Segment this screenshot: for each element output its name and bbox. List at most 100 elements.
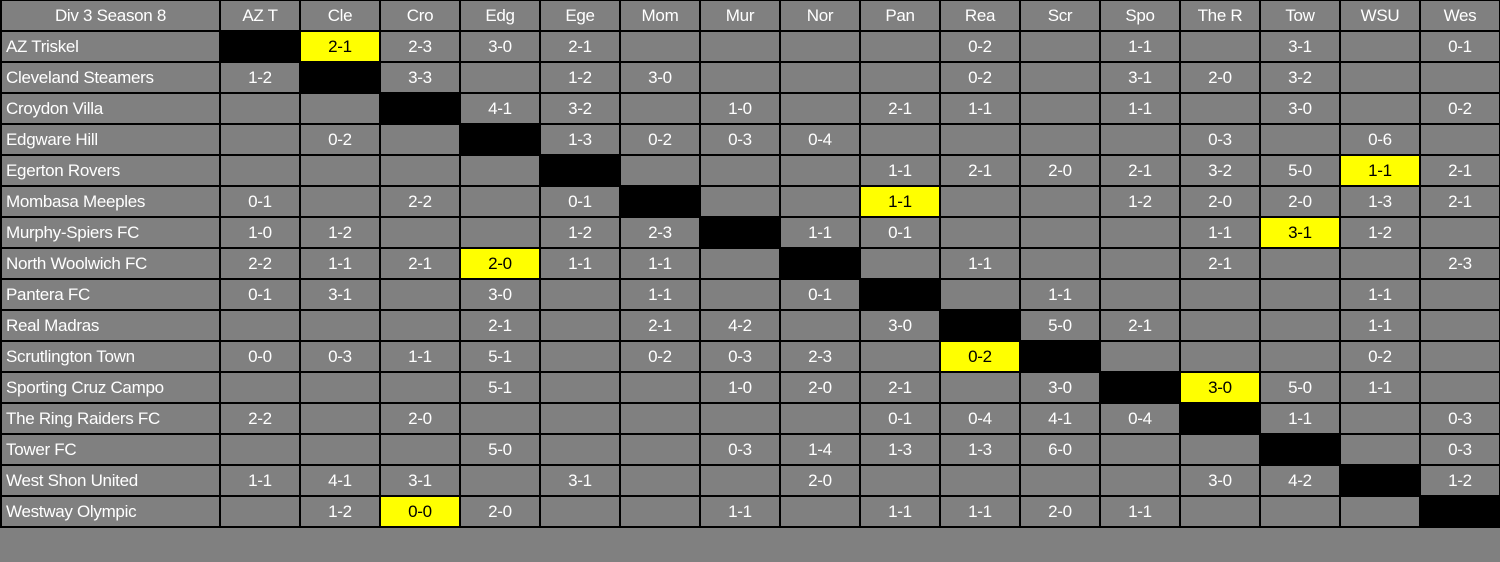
score-cell[interactable]: 0-4 [1099, 402, 1181, 435]
score-cell[interactable] [1099, 464, 1181, 497]
diagonal-blank-cell[interactable] [219, 30, 301, 63]
score-cell[interactable]: 3-1 [1099, 61, 1181, 94]
highlighted-score-cell[interactable]: 0-2 [939, 340, 1021, 373]
score-cell[interactable]: 1-1 [859, 154, 941, 187]
score-cell[interactable] [699, 61, 781, 94]
score-cell[interactable]: 0-3 [699, 433, 781, 466]
score-cell[interactable]: 1-2 [219, 61, 301, 94]
score-cell[interactable] [1019, 30, 1101, 63]
score-cell[interactable]: 2-3 [379, 30, 461, 63]
score-cell[interactable] [1339, 402, 1421, 435]
score-cell[interactable] [1259, 278, 1341, 311]
score-cell[interactable]: 0-1 [859, 402, 941, 435]
score-cell[interactable]: 2-0 [459, 495, 541, 528]
score-cell[interactable] [939, 371, 1021, 404]
score-cell[interactable] [779, 61, 861, 94]
score-cell[interactable] [619, 371, 701, 404]
score-cell[interactable] [299, 309, 381, 342]
score-cell[interactable]: 5-1 [459, 371, 541, 404]
score-cell[interactable]: 4-2 [1259, 464, 1341, 497]
score-cell[interactable]: 3-0 [1259, 92, 1341, 125]
column-header[interactable]: Ege [539, 0, 621, 32]
column-header[interactable]: The R [1179, 0, 1261, 32]
score-cell[interactable] [859, 340, 941, 373]
score-cell[interactable] [1099, 433, 1181, 466]
score-cell[interactable]: 5-0 [1019, 309, 1101, 342]
score-cell[interactable]: 1-1 [299, 247, 381, 280]
score-cell[interactable]: 1-3 [859, 433, 941, 466]
score-cell[interactable] [779, 495, 861, 528]
score-cell[interactable] [1339, 92, 1421, 125]
column-header[interactable]: Mom [619, 0, 701, 32]
highlighted-score-cell[interactable]: 2-0 [459, 247, 541, 280]
column-header[interactable]: AZ T [219, 0, 301, 32]
score-cell[interactable]: 1-1 [1339, 309, 1421, 342]
score-cell[interactable]: 0-1 [859, 216, 941, 249]
score-cell[interactable] [1339, 247, 1421, 280]
score-cell[interactable] [539, 433, 621, 466]
score-cell[interactable] [219, 433, 301, 466]
score-cell[interactable] [779, 185, 861, 218]
column-header[interactable]: Cle [299, 0, 381, 32]
score-cell[interactable] [619, 495, 701, 528]
score-cell[interactable]: 2-0 [1019, 495, 1101, 528]
score-cell[interactable] [699, 278, 781, 311]
column-header[interactable]: Rea [939, 0, 1021, 32]
column-header[interactable]: Spo [1099, 0, 1181, 32]
score-cell[interactable] [939, 216, 1021, 249]
score-cell[interactable] [379, 154, 461, 187]
team-name-cell[interactable]: North Woolwich FC [0, 247, 221, 280]
score-cell[interactable] [939, 123, 1021, 156]
team-name-cell[interactable]: Westway Olympic [0, 495, 221, 528]
score-cell[interactable]: 0-1 [219, 185, 301, 218]
diagonal-blank-cell[interactable] [859, 278, 941, 311]
highlighted-score-cell[interactable]: 2-1 [299, 30, 381, 63]
score-cell[interactable] [1259, 309, 1341, 342]
score-cell[interactable]: 1-2 [1099, 185, 1181, 218]
score-cell[interactable] [1179, 433, 1261, 466]
diagonal-blank-cell[interactable] [699, 216, 781, 249]
score-cell[interactable]: 2-0 [1179, 185, 1261, 218]
score-cell[interactable] [1339, 495, 1421, 528]
score-cell[interactable] [459, 216, 541, 249]
score-cell[interactable]: 1-1 [939, 92, 1021, 125]
column-header[interactable]: WSU [1339, 0, 1421, 32]
score-cell[interactable] [1179, 278, 1261, 311]
score-cell[interactable]: 5-0 [459, 433, 541, 466]
diagonal-blank-cell[interactable] [1419, 495, 1500, 528]
score-cell[interactable]: 1-1 [939, 495, 1021, 528]
score-cell[interactable]: 4-1 [1019, 402, 1101, 435]
score-cell[interactable] [1339, 30, 1421, 63]
score-cell[interactable]: 0-3 [299, 340, 381, 373]
score-cell[interactable]: 1-2 [299, 495, 381, 528]
score-cell[interactable] [459, 154, 541, 187]
column-header[interactable]: Pan [859, 0, 941, 32]
score-cell[interactable]: 4-1 [299, 464, 381, 497]
score-cell[interactable] [219, 154, 301, 187]
score-cell[interactable]: 0-2 [1339, 340, 1421, 373]
highlighted-score-cell[interactable]: 0-0 [379, 495, 461, 528]
score-cell[interactable]: 1-0 [699, 92, 781, 125]
score-cell[interactable]: 2-1 [939, 154, 1021, 187]
score-cell[interactable] [1339, 61, 1421, 94]
score-cell[interactable] [699, 185, 781, 218]
score-cell[interactable]: 0-2 [619, 340, 701, 373]
score-cell[interactable] [459, 402, 541, 435]
score-cell[interactable] [1019, 247, 1101, 280]
score-cell[interactable]: 3-0 [619, 61, 701, 94]
score-cell[interactable]: 0-3 [699, 123, 781, 156]
score-cell[interactable]: 1-1 [1019, 278, 1101, 311]
score-cell[interactable]: 3-1 [299, 278, 381, 311]
highlighted-score-cell[interactable]: 3-0 [1179, 371, 1261, 404]
diagonal-blank-cell[interactable] [459, 123, 541, 156]
score-cell[interactable] [539, 278, 621, 311]
score-cell[interactable]: 1-2 [1419, 464, 1500, 497]
score-cell[interactable]: 0-2 [939, 61, 1021, 94]
score-cell[interactable]: 2-1 [1179, 247, 1261, 280]
score-cell[interactable] [1339, 433, 1421, 466]
score-cell[interactable]: 0-2 [299, 123, 381, 156]
score-cell[interactable] [379, 433, 461, 466]
score-cell[interactable]: 3-1 [539, 464, 621, 497]
diagonal-blank-cell[interactable] [1259, 433, 1341, 466]
score-cell[interactable] [459, 464, 541, 497]
